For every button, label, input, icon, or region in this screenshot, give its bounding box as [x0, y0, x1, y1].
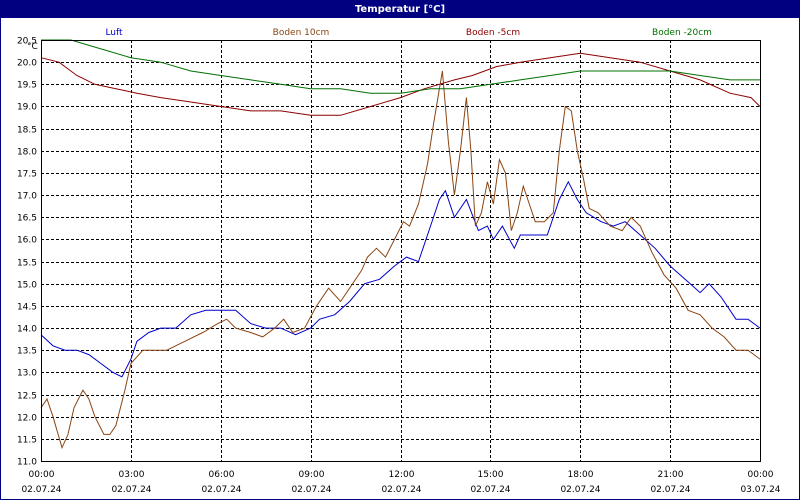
y-tick-label: 14.0 [17, 325, 37, 335]
legend-item: Boden -20cm [652, 28, 712, 38]
x-tick-time: 00:00 [748, 470, 774, 480]
series-line-boden-20cm [41, 39, 760, 94]
y-tick-label: 11.5 [17, 436, 37, 446]
series-line-luft [40, 180, 761, 378]
legend: Luft Boden 10cm Boden -5cm Boden -20cm [105, 28, 712, 38]
y-tick-label: 11.0 [17, 458, 37, 468]
y-tick-label: 14.5 [17, 303, 37, 313]
chart-title: Temperatur [°C] [1, 1, 799, 18]
grid [41, 40, 760, 461]
plot-frame [41, 40, 761, 462]
series-line-boden-10cm [40, 70, 761, 450]
x-tick-time: 18:00 [568, 470, 594, 480]
y-tick-label: 16.5 [17, 214, 37, 224]
legend-item: Luft [105, 28, 123, 38]
x-tick-date: 02.07.24 [650, 485, 690, 495]
series-line-boden-5cm [40, 52, 761, 116]
x-tick-time: 12:00 [389, 470, 415, 480]
y-tick-label: 19.5 [17, 81, 37, 91]
x-tick-date: 02.07.24 [470, 485, 510, 495]
y-tick-label: 17.0 [17, 192, 37, 202]
x-tick-time: 06:00 [209, 470, 235, 480]
y-axis-ticks: 20.5 20.0 19.5 19.0 18.5 18.0 17.5 17.0 16.5 16.0… [17, 37, 37, 468]
series-lines [40, 39, 761, 450]
y-tick-label: 13.0 [17, 369, 37, 379]
x-tick-date: 02.07.24 [21, 485, 61, 495]
y-tick-label: 16.0 [17, 236, 37, 246]
y-tick-label: 15.0 [17, 281, 37, 291]
y-tick-label: 13.5 [17, 347, 37, 357]
x-tick-date: 03.07.24 [740, 485, 780, 495]
x-tick-time: 00:00 [29, 470, 55, 480]
x-tick-time: 21:00 [658, 470, 684, 480]
y-tick-label: 18.0 [17, 148, 37, 158]
x-axis-ticks: 00:00 02.07.24 03:00 02.07.24 06:00 02.07.24 0… [21, 470, 780, 495]
y-tick-label: 15.5 [17, 259, 37, 269]
y-tick-label: 12.0 [17, 414, 37, 424]
legend-item: Boden -5cm [466, 28, 520, 38]
y-tick-label: 20.0 [17, 59, 37, 69]
x-tick-date: 02.07.24 [201, 485, 241, 495]
y-axis-unit: °C [27, 42, 38, 52]
y-tick-label: 12.5 [17, 392, 37, 402]
x-tick-time: 03:00 [119, 470, 145, 480]
x-tick-time: 15:00 [478, 470, 504, 480]
y-tick-label: 19.0 [17, 103, 37, 113]
x-tick-date: 02.07.24 [381, 485, 421, 495]
x-tick-date: 02.07.24 [560, 485, 600, 495]
y-tick-label: 18.5 [17, 126, 37, 136]
legend-item: Boden 10cm [273, 28, 330, 38]
y-tick-label: 20.5 [17, 37, 37, 47]
x-tick-date: 02.07.24 [291, 485, 331, 495]
x-tick-date: 02.07.24 [111, 485, 151, 495]
x-tick-time: 09:00 [299, 470, 325, 480]
y-tick-label: 17.5 [17, 170, 37, 180]
